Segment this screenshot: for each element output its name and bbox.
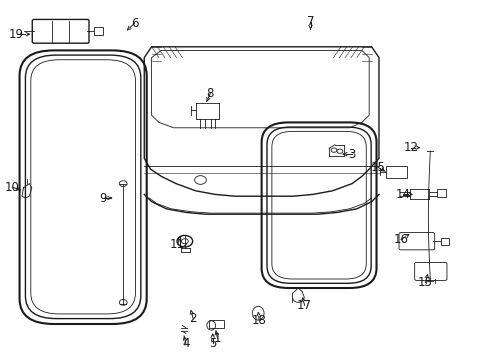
Text: 10: 10 [5, 181, 20, 194]
Text: 12: 12 [403, 141, 417, 154]
Text: 13: 13 [417, 276, 432, 289]
Bar [436, 189, 446, 197]
Text: 6: 6 [130, 17, 138, 30]
Text: 9: 9 [99, 192, 106, 204]
Text: 3: 3 [347, 148, 355, 161]
Text: 4: 4 [182, 337, 189, 350]
Text: 18: 18 [251, 314, 266, 327]
Text: 16: 16 [393, 233, 407, 246]
Text: 14: 14 [395, 188, 410, 201]
Bar [440, 238, 448, 245]
Text: 8: 8 [206, 87, 214, 100]
Bar [209, 320, 224, 328]
Bar [94, 27, 103, 36]
Text: 5: 5 [208, 337, 216, 350]
Text: 19: 19 [9, 28, 24, 41]
Text: 17: 17 [297, 299, 311, 312]
Text: 2: 2 [189, 312, 197, 325]
Text: 11: 11 [170, 238, 184, 251]
Text: 15: 15 [370, 161, 385, 174]
Text: 7: 7 [306, 15, 314, 28]
Bar [386, 166, 406, 178]
Text: 1: 1 [213, 332, 221, 345]
